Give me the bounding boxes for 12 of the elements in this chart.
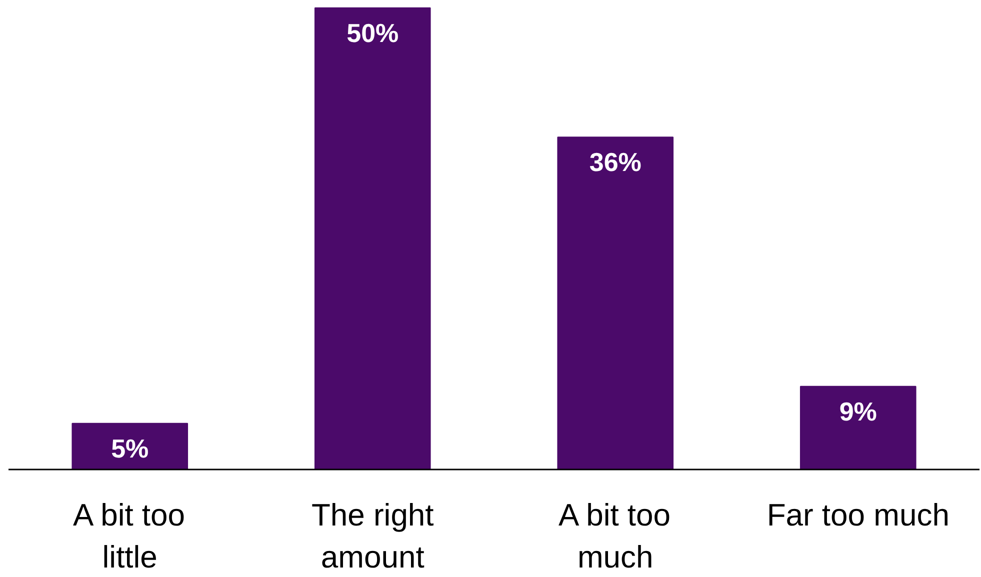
x-tick-label: A bit too much [558,498,671,574]
bar [314,7,431,470]
x-tick-label: Far too much [766,498,950,532]
bar [557,136,674,470]
data-label: 50% [346,18,399,48]
data-label: 9% [839,396,877,426]
data-label: 36% [589,147,642,178]
x-tick-label: A bit too little [73,498,186,574]
x-tick-label: The right amount [311,498,434,574]
bar [800,386,916,470]
bar [72,422,188,470]
data-label: 5% [111,433,149,464]
